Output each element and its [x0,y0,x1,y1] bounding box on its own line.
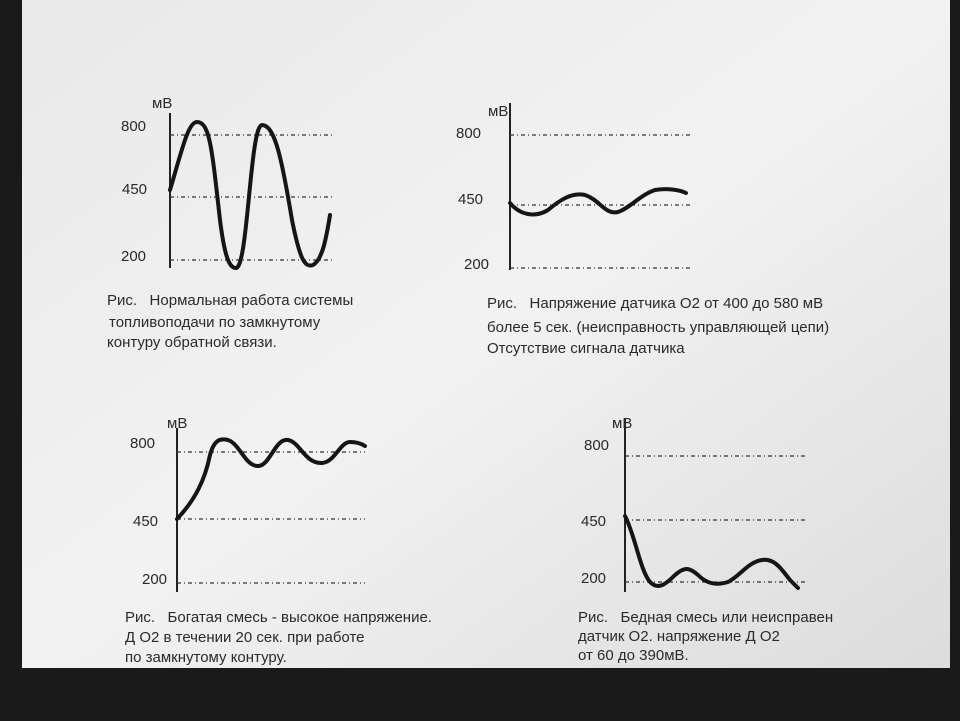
tick-label: 450 [458,191,483,208]
signal-curve [508,187,688,217]
signal-curve [168,120,332,270]
signal-curve [623,514,800,590]
panel: мВ 800 450 200 Рис. Богатая смесь - высо… [125,415,432,666]
tick-label: 800 [121,118,146,135]
panel: мВ 800 450 200 Рис. Нормальная работа си… [107,95,353,351]
caption: Рис. Богатая смесь - высокое напряжение. [125,609,432,626]
tick-label: 450 [122,181,147,198]
caption: Рис. Напряжение датчика О2 от 400 до 580… [487,295,823,312]
caption: контуру обратной связи. [107,334,277,351]
panel: мВ 800 450 200 Рис. Бедная смесь или неи… [578,415,833,664]
caption: от 60 до 390мВ. [578,647,689,664]
tick-label: 800 [456,125,481,142]
caption: более 5 сек. (неисправность управляющей … [487,319,829,336]
tick-label: 450 [133,513,158,530]
caption: Рис. Бедная смесь или неисправен [578,609,833,626]
signal-curve [175,437,367,521]
caption: датчик О2. напряжение Д О2 [578,628,780,645]
caption: Рис. Нормальная работа системы [107,292,353,309]
tick-label: 200 [142,571,167,588]
tick-label: 800 [130,435,155,452]
unit: мВ [152,95,172,112]
tick-label: 450 [581,513,606,530]
caption: по замкнутому контуру. [125,649,287,666]
unit: мВ [167,415,187,432]
tick-label: 800 [584,437,609,454]
tick-label: 200 [581,570,606,587]
caption: Отсутствие сигнала датчика [487,340,685,357]
caption: Д О2 в течении 20 сек. при работе [125,629,365,646]
unit: мВ [488,103,508,120]
unit: мВ [612,415,632,432]
panel: мВ 800 450 200 Рис. Напряжение датчика О… [456,103,829,357]
caption: топливоподачи по замкнутому [109,314,321,331]
tick-label: 200 [464,256,489,273]
tick-label: 200 [121,248,146,265]
